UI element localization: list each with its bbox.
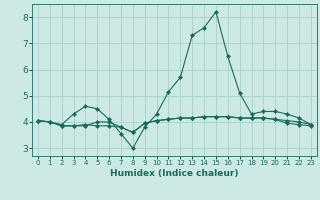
X-axis label: Humidex (Indice chaleur): Humidex (Indice chaleur) (110, 169, 239, 178)
